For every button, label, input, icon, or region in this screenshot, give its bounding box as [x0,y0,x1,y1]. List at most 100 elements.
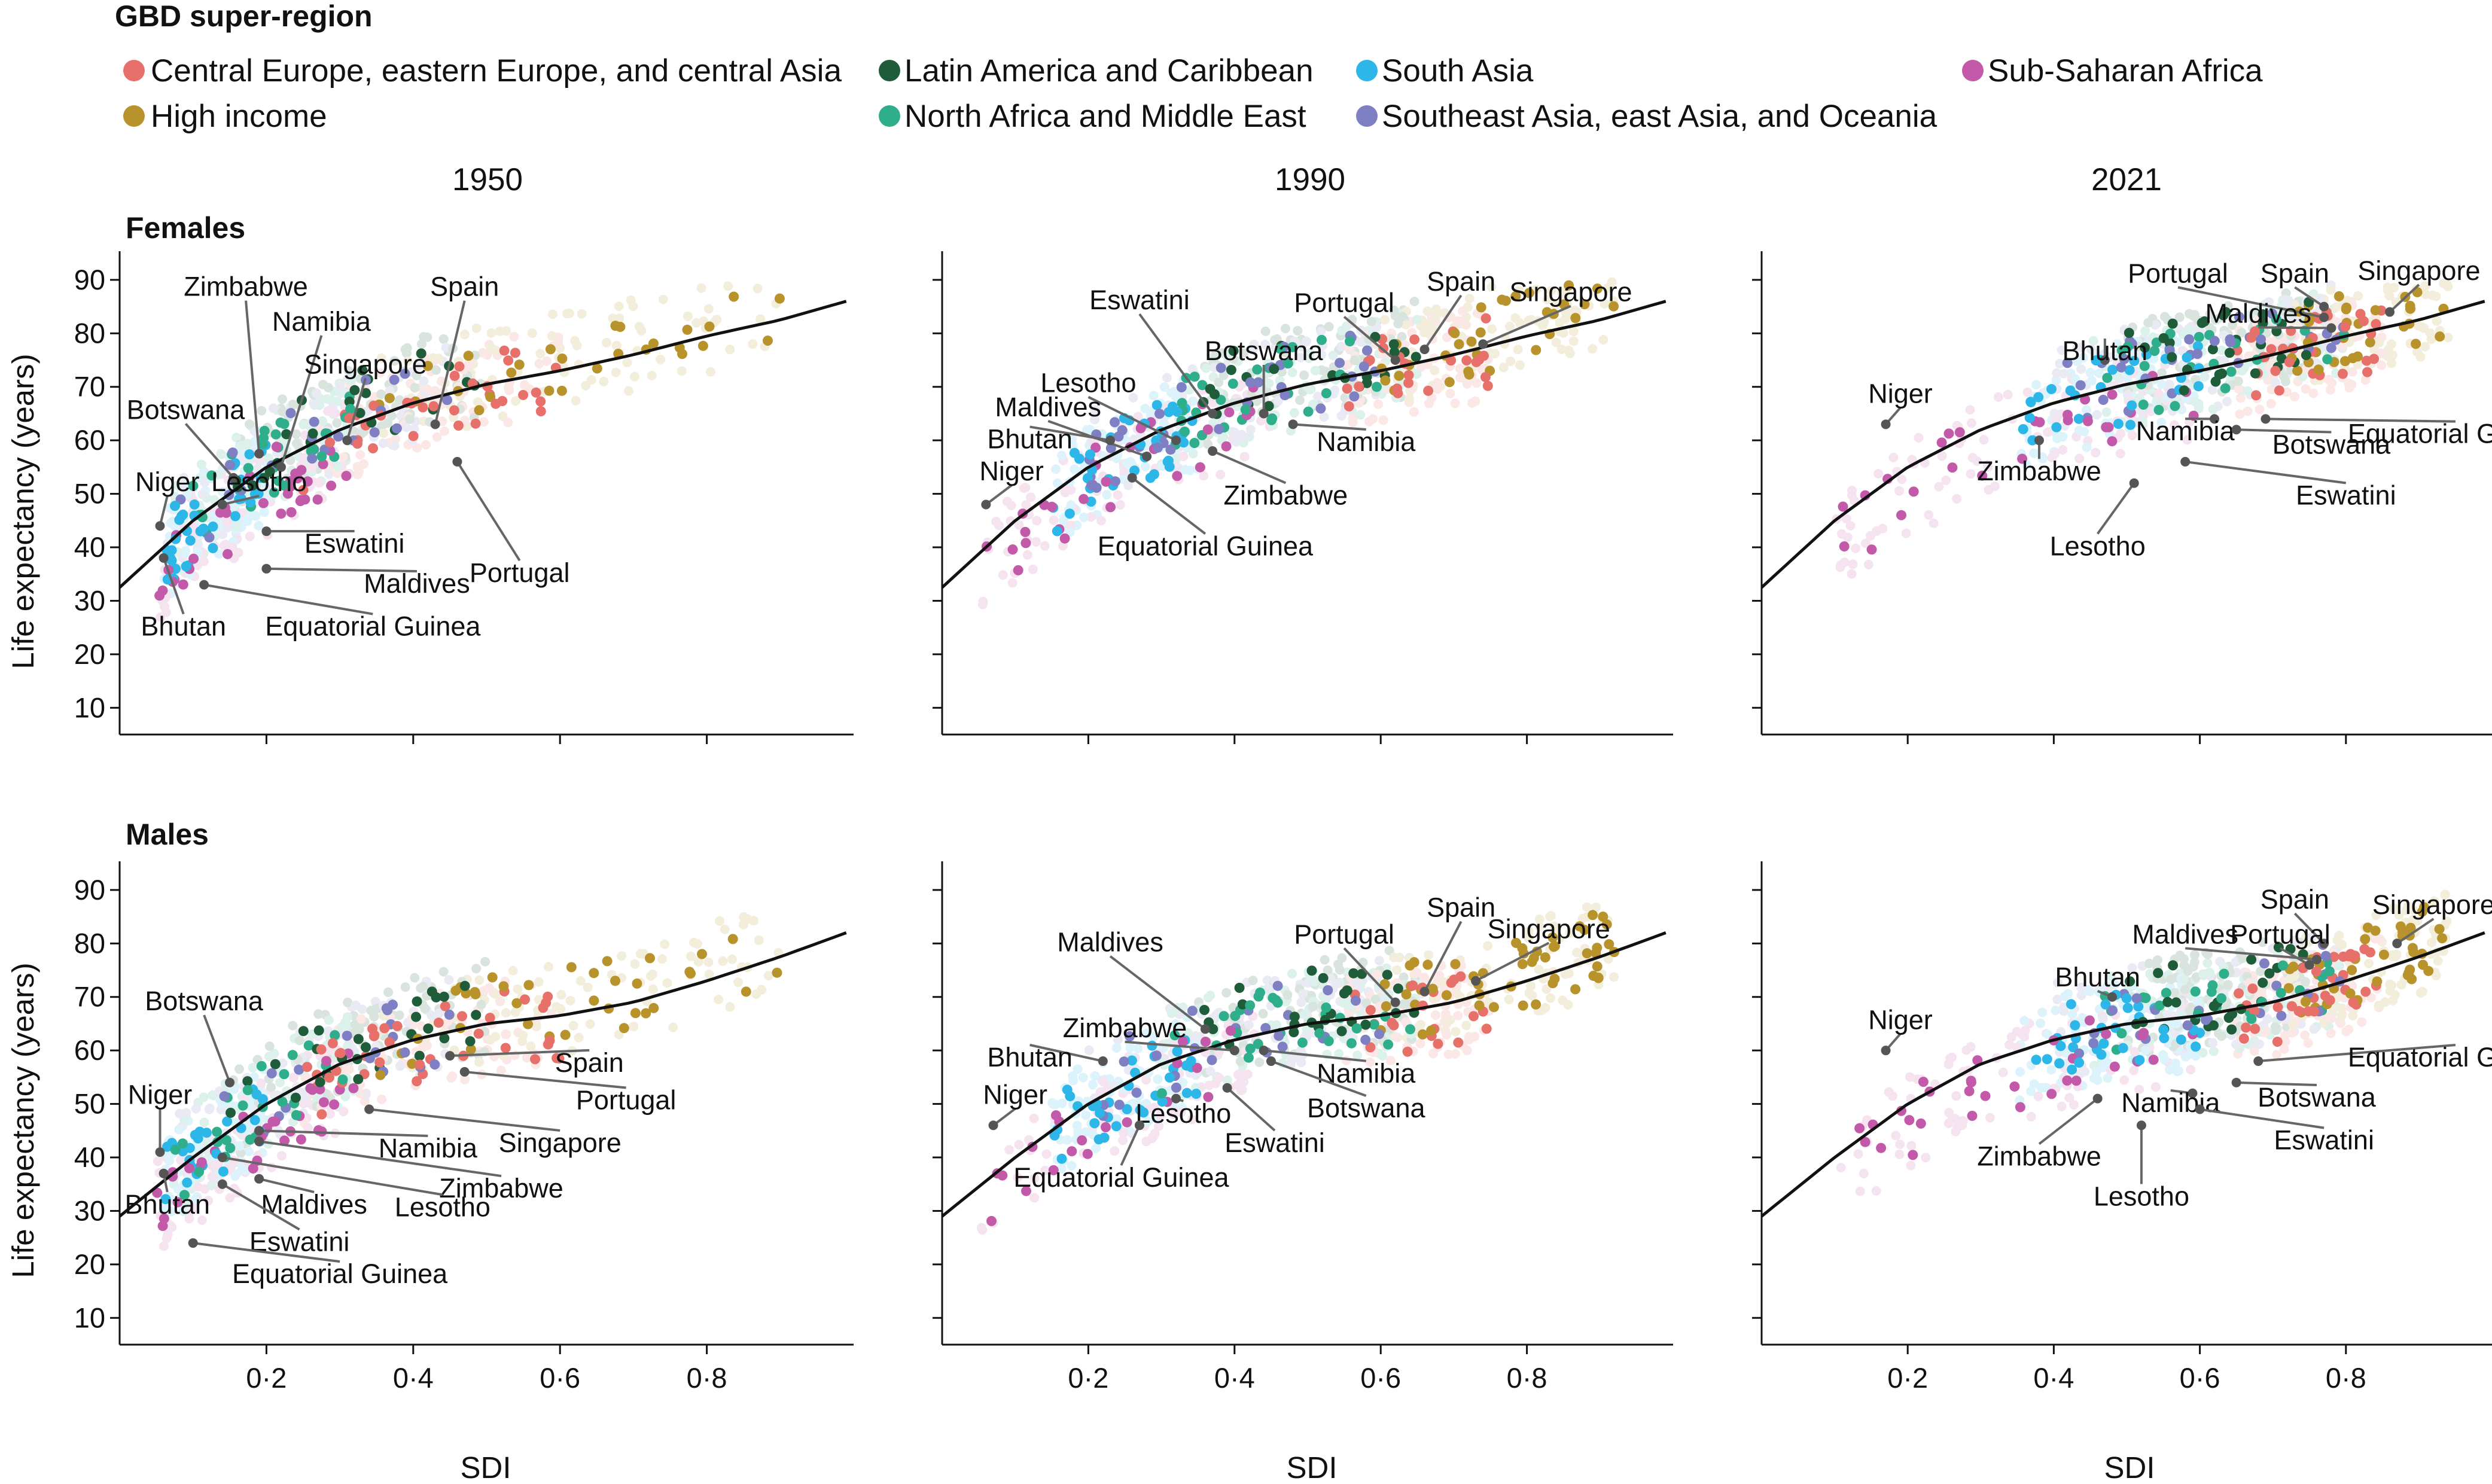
background-point [1873,468,1884,479]
background-point [179,473,188,483]
background-point [315,478,325,488]
data-point [641,1008,651,1019]
data-point [1154,409,1165,419]
background-point [691,318,702,328]
background-point [1102,490,1112,500]
background-point [629,1022,639,1032]
background-point [1895,1139,1905,1149]
data-point [329,1099,340,1110]
background-point [683,311,693,321]
background-point [370,1004,380,1014]
annotation-label: Niger [983,1080,1047,1110]
y-tick-label: 50 [74,1088,105,1120]
background-point [2266,398,2276,409]
data-point [206,470,217,481]
background-point [1979,435,1989,445]
background-point [1894,1149,1905,1159]
background-point [299,419,309,429]
background-point [1551,337,1561,348]
data-point [215,507,226,518]
data-point [1165,1072,1175,1083]
data-point [1240,404,1251,415]
background-point [1423,319,1433,329]
data-point [426,986,437,997]
data-point [610,321,621,331]
background-point [395,1061,405,1071]
background-point [553,337,563,347]
background-point [406,379,416,389]
data-point [1255,988,1265,998]
data-point [1480,313,1491,324]
data-point [1323,1036,1334,1046]
data-point [1243,1052,1254,1063]
data-point [1403,370,1414,380]
data-point [1358,361,1369,372]
data-point [1321,1002,1332,1013]
year-header-1990: 1990 [1275,162,1345,197]
background-point [1393,1032,1403,1043]
background-point [263,453,273,463]
annotation-point [188,1238,198,1248]
legend-item-ssa: Sub-Saharan Africa [1962,53,2263,89]
background-point [1221,988,1232,998]
data-point [313,1025,324,1036]
background-point [1237,1085,1247,1095]
data-point [450,985,461,996]
background-point [2303,1038,2313,1048]
data-point [388,1000,398,1010]
background-point [648,984,658,994]
data-point [1422,959,1433,970]
background-point [1287,968,1297,979]
background-point [490,345,500,355]
data-point [195,526,206,537]
background-point [976,1223,986,1233]
annotation-label: Bhutan [987,1042,1073,1072]
background-point [402,343,412,353]
data-point [1117,425,1128,435]
data-point [190,1130,200,1140]
background-point [1888,452,1899,462]
data-point [2274,385,2284,396]
background-point [275,405,285,415]
data-point [1020,526,1031,537]
background-point [1914,432,1924,443]
data-point [282,488,293,499]
annotation-label: Bhutan [2063,336,2148,366]
data-point [1205,383,1215,394]
annotation-label: Botswana [145,986,264,1016]
background-point [2037,1007,2048,1017]
background-point [1454,316,1464,326]
background-point [1945,1053,1955,1064]
annotation-point [1390,355,1400,365]
data-point [632,978,642,989]
background-point [278,394,287,404]
background-point [1068,1075,1079,1086]
data-point [1105,502,1116,513]
background-point [1504,995,1514,1004]
annotation-niger: Niger [983,1080,1047,1130]
background-point [1847,569,1857,579]
background-point [498,411,508,421]
data-point [1020,538,1031,548]
background-point [1461,1020,1472,1031]
background-point [401,422,411,432]
annotation-point [1222,1083,1232,1093]
annotation-point [1208,446,1218,456]
data-point [2182,352,2192,363]
y-tick-label: 30 [74,584,105,616]
data-point [2365,337,2375,348]
annotation-label: Portugal [1294,288,1394,318]
annotation-bhutan: Bhutan [2063,336,2148,366]
data-point [2369,354,2380,364]
background-point [2019,1016,2030,1026]
background-point [1430,1010,1440,1020]
data-point [506,367,517,378]
data-point [342,1031,352,1041]
background-point [2427,937,2436,947]
data-point [375,1069,386,1080]
data-point [1189,438,1200,449]
data-point [1077,1135,1087,1145]
background-point [199,548,209,559]
background-point [344,1064,354,1074]
data-point [2226,366,2237,377]
